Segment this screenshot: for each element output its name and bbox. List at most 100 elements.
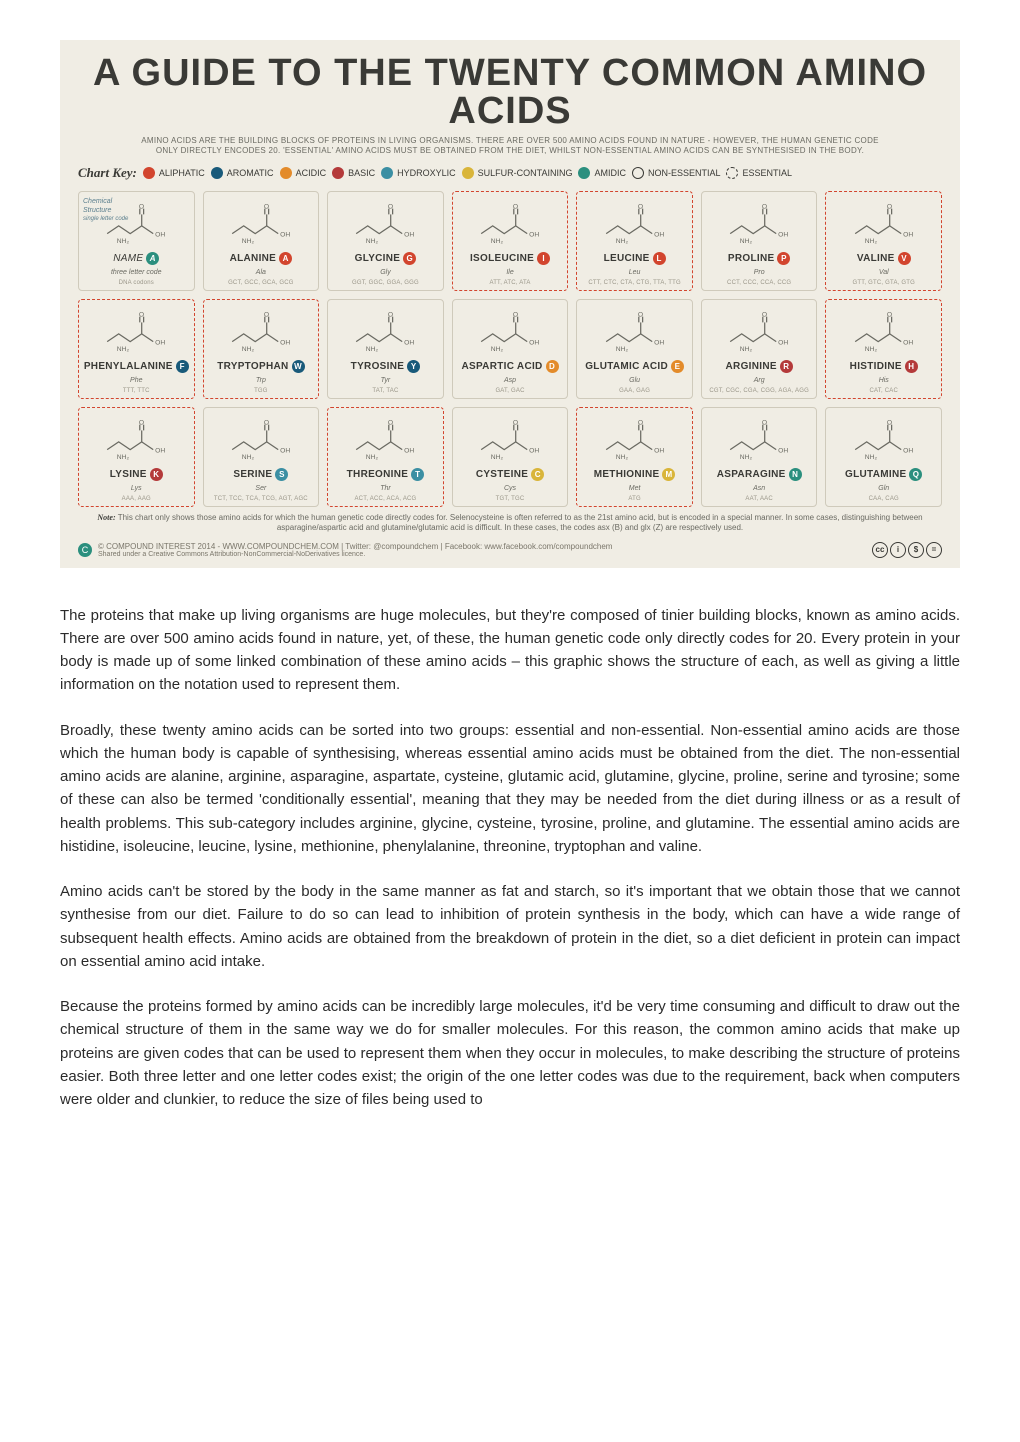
key-item-basic: BASIC	[332, 167, 375, 179]
svg-text:NH₂: NH₂	[865, 238, 878, 245]
three-letter-code: Gly	[332, 269, 439, 276]
svg-text:O: O	[388, 203, 393, 210]
three-letter-code: Glu	[581, 377, 688, 384]
amino-acid-name-text: ASPARAGINE	[717, 469, 786, 480]
dna-codons: ATG	[581, 496, 688, 502]
amino-acid-card-i: OHNH₂OISOLEUCINEIIleATT, ATC, ATA	[452, 191, 569, 291]
amino-acid-name-text: TYROSINE	[351, 361, 405, 372]
amino-acid-name: GLUTAMIC ACIDE	[581, 360, 688, 373]
three-letter-code: Thr	[332, 485, 439, 492]
amino-acid-name-text: GLYCINE	[355, 253, 401, 264]
structure-icon: OHNH₂O	[711, 416, 807, 464]
structure-area: OHNH₂O	[332, 306, 439, 358]
note-label: Note:	[97, 513, 115, 522]
amino-acid-name-text: GLUTAMIC ACID	[585, 361, 668, 372]
three-letter-code: Arg	[706, 377, 813, 384]
svg-text:OH: OH	[405, 231, 415, 238]
svg-text:NH₂: NH₂	[740, 346, 753, 353]
svg-text:NH₂: NH₂	[615, 238, 628, 245]
structure-icon: OHNH₂O	[337, 308, 433, 356]
structure-icon: OHNH₂O	[337, 200, 433, 248]
amino-acid-name-text: TRYPTOPHAN	[217, 361, 288, 372]
three-letter-code: His	[830, 377, 937, 384]
svg-text:OH: OH	[529, 447, 539, 454]
svg-text:NH₂: NH₂	[242, 238, 255, 245]
three-letter-code: Cys	[457, 485, 564, 492]
letter-badge: W	[292, 360, 305, 373]
key-label-basic: BASIC	[348, 168, 375, 178]
amino-acid-name-text: PHENYLALANINE	[84, 361, 173, 372]
svg-text:NH₂: NH₂	[865, 346, 878, 353]
amino-acid-card-n: OHNH₂OASPARAGINENAsnAAT, AAC	[701, 407, 818, 507]
key-swatch-sulfur	[462, 167, 474, 179]
structure-icon: OHNH₂O	[88, 308, 184, 356]
svg-text:O: O	[513, 203, 518, 210]
structure-area: OHNH₂O	[332, 414, 439, 466]
key-item-acidic: ACIDIC	[280, 167, 327, 179]
letter-badge: V	[898, 252, 911, 265]
svg-text:OH: OH	[405, 339, 415, 346]
credit-text: © COMPOUND INTEREST 2014 - WWW.COMPOUNDC…	[98, 542, 612, 551]
amino-acid-name-text: SERINE	[233, 469, 272, 480]
amino-acid-name: LYSINEK	[83, 468, 190, 481]
three-letter-code: Asp	[457, 377, 564, 384]
svg-text:NH₂: NH₂	[242, 454, 255, 461]
legend-codons-label: DNA codons	[83, 280, 190, 286]
svg-text:O: O	[264, 203, 269, 210]
note-text: This chart only shows those amino acids …	[118, 513, 923, 532]
source-badge-icon: C	[78, 543, 92, 557]
svg-text:O: O	[887, 311, 892, 318]
key-swatch-nonessential	[632, 167, 644, 179]
key-swatch-aromatic	[211, 167, 223, 179]
svg-text:NH₂: NH₂	[491, 346, 504, 353]
amino-acid-card-f: OHNH₂OPHENYLALANINEFPheTTT, TTC	[78, 299, 195, 399]
legend-name-label: NAME A	[83, 252, 190, 265]
svg-text:O: O	[513, 419, 518, 426]
key-label-essential: ESSENTIAL	[742, 168, 792, 178]
structure-icon: OHNH₂O	[462, 308, 558, 356]
dna-codons: CTT, CTC, CTA, CTG, TTA, TTG	[581, 280, 688, 286]
legend-card: ChemicalStructuresingle letter codeOHNH₂…	[78, 191, 195, 291]
amino-acid-name: GLUTAMINEQ	[830, 468, 937, 481]
cc-icon: =	[926, 542, 942, 558]
dna-codons: TTT, TTC	[83, 388, 190, 394]
structure-icon: OHNH₂O	[213, 416, 309, 464]
letter-badge: I	[537, 252, 550, 265]
amino-acid-name-text: ISOLEUCINE	[470, 253, 534, 264]
structure-area: OHNH₂O	[208, 198, 315, 250]
amino-acid-card-d: OHNH₂OASPARTIC ACIDDAspGAT, GAC	[452, 299, 569, 399]
structure-icon: OHNH₂O	[213, 308, 309, 356]
svg-text:OH: OH	[654, 231, 664, 238]
key-item-nonessential: NON-ESSENTIAL	[632, 167, 721, 179]
svg-text:NH₂: NH₂	[865, 454, 878, 461]
amino-acid-card-q: OHNH₂OGLUTAMINEQGlnCAA, CAG	[825, 407, 942, 507]
svg-text:O: O	[762, 419, 767, 426]
amino-acid-name: VALINEV	[830, 252, 937, 265]
structure-icon: OHNH₂O	[711, 200, 807, 248]
dna-codons: ACT, ACC, ACA, ACG	[332, 496, 439, 502]
chart-title: A GUIDE TO THE TWENTY COMMON AMINO ACIDS	[78, 54, 942, 130]
letter-badge: D	[546, 360, 559, 373]
structure-area: OHNH₂O	[83, 414, 190, 466]
amino-acid-name-text: METHIONINE	[594, 469, 660, 480]
svg-text:OH: OH	[155, 339, 165, 346]
structure-icon: OHNH₂O	[836, 308, 932, 356]
three-letter-code: Met	[581, 485, 688, 492]
amino-acid-name: ISOLEUCINEI	[457, 252, 564, 265]
structure-area: OHNH₂O	[706, 198, 813, 250]
three-letter-code: Gln	[830, 485, 937, 492]
amino-acids-chart: A GUIDE TO THE TWENTY COMMON AMINO ACIDS…	[60, 40, 960, 568]
dna-codons: AAT, AAC	[706, 496, 813, 502]
three-letter-code: Ser	[208, 485, 315, 492]
svg-text:NH₂: NH₂	[615, 454, 628, 461]
svg-text:NH₂: NH₂	[117, 238, 130, 245]
key-swatch-amidic	[578, 167, 590, 179]
body-paragraph: The proteins that make up living organis…	[60, 604, 960, 697]
amino-acid-name-text: CYSTEINE	[476, 469, 528, 480]
svg-text:NH₂: NH₂	[740, 238, 753, 245]
amino-acid-card-c: OHNH₂OCYSTEINECCysTGT, TGC	[452, 407, 569, 507]
letter-badge: P	[777, 252, 790, 265]
svg-text:NH₂: NH₂	[242, 346, 255, 353]
dna-codons: GTT, GTC, GTA, GTG	[830, 280, 937, 286]
article-body: The proteins that make up living organis…	[60, 604, 960, 1112]
